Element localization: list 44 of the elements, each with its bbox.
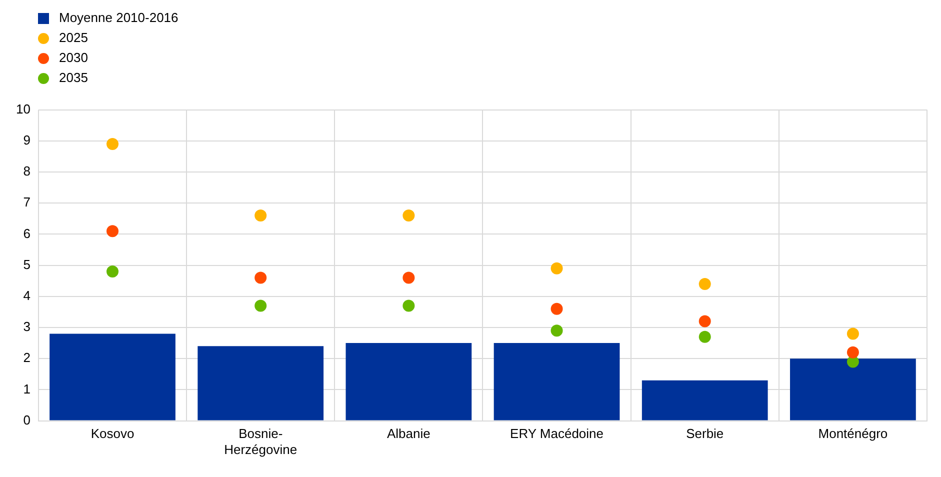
legend-label: Moyenne 2010-2016: [59, 9, 178, 27]
legend-label: 2030: [59, 49, 88, 67]
point: [254, 272, 267, 284]
y-tick-label: 7: [23, 194, 30, 210]
bar: [198, 346, 324, 420]
y-tick-label: 3: [23, 319, 30, 334]
x-tick-label: Albanie: [386, 426, 430, 442]
point: [106, 225, 119, 238]
point: [698, 278, 711, 290]
y-tick-label: 5: [23, 256, 30, 272]
bar: [50, 334, 176, 420]
point: [402, 272, 415, 284]
point: [698, 330, 711, 343]
point: [106, 266, 119, 278]
point: [550, 302, 563, 315]
point: [698, 315, 711, 328]
bar: [494, 343, 620, 420]
bar: [790, 358, 916, 420]
y-tick-label: 0: [23, 412, 30, 428]
point: [550, 262, 563, 274]
bar: [642, 380, 768, 420]
y-tick-label: 9: [23, 132, 30, 148]
y-tick-label: 4: [23, 288, 30, 303]
point: [402, 300, 415, 312]
point: [254, 210, 267, 222]
bar: [346, 343, 472, 420]
y-tick-label: 8: [23, 164, 30, 179]
x-tick-label: Monténégro: [818, 426, 888, 442]
point: [846, 328, 859, 340]
y-tick-label: 10: [16, 101, 30, 116]
point: [550, 324, 563, 337]
x-tick-label: Kosovo: [90, 426, 134, 442]
point: [254, 300, 267, 312]
legend-label: 2025: [59, 29, 88, 47]
y-tick-label: 2: [23, 350, 30, 366]
point: [846, 346, 859, 358]
x-tick-label: ERY Macédoine: [510, 426, 604, 442]
y-tick-label: 6: [23, 226, 30, 241]
point: [106, 138, 119, 150]
y-tick-label: 1: [23, 381, 30, 396]
point: [402, 210, 415, 222]
legend-label: 2035: [59, 69, 88, 87]
x-tick-label: Serbie: [686, 426, 724, 442]
x-tick-label: Bosnie-Herzégovine: [224, 426, 298, 457]
